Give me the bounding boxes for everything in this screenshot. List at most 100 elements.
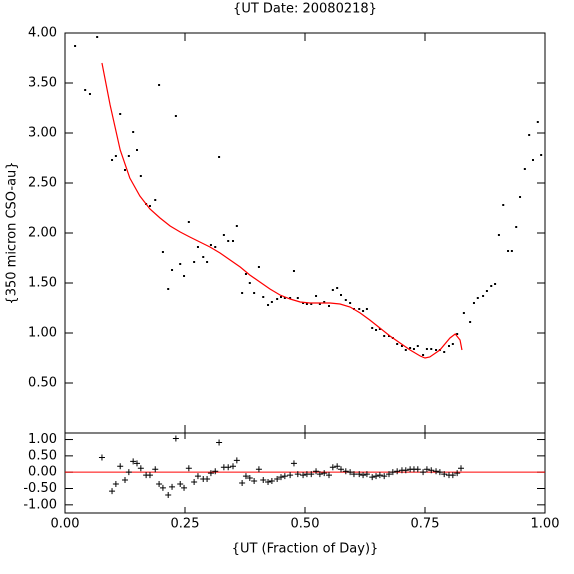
- data-point: [96, 36, 99, 38]
- residual-point: [165, 492, 172, 499]
- data-point: [476, 297, 479, 299]
- data-point: [540, 154, 543, 156]
- x-tick-label: 0.50: [291, 517, 320, 532]
- residual-point: [449, 472, 456, 479]
- data-point: [132, 131, 135, 133]
- data-point: [515, 226, 518, 228]
- data-point: [154, 199, 157, 201]
- residual-point: [334, 463, 341, 470]
- data-point: [148, 205, 151, 207]
- data-point: [443, 351, 446, 353]
- data-point: [296, 297, 299, 299]
- y-tick-label: 0.50: [28, 448, 57, 463]
- data-point: [469, 321, 472, 323]
- data-point: [179, 263, 182, 265]
- data-point: [257, 266, 260, 268]
- residual-point: [281, 473, 288, 480]
- data-point: [383, 335, 386, 337]
- data-point: [371, 327, 374, 329]
- data-point: [425, 348, 428, 350]
- x-tick-label: 0.00: [51, 517, 80, 532]
- data-point: [183, 275, 186, 277]
- residual-point: [230, 463, 236, 470]
- data-point: [262, 296, 265, 298]
- x-tick-label: 0.75: [411, 517, 440, 532]
- y-axis-label: {350 micron CSO-au}: [5, 161, 20, 304]
- residual-point: [207, 470, 214, 477]
- residual-point: [134, 460, 140, 467]
- data-point: [139, 175, 142, 177]
- residual-point: [300, 472, 307, 479]
- data-point: [502, 204, 505, 206]
- y-tick-label: 1.00: [28, 432, 57, 447]
- residual-point: [287, 472, 294, 479]
- data-point: [416, 345, 419, 347]
- data-point: [232, 240, 234, 242]
- residual-point: [109, 488, 116, 495]
- data-point: [270, 301, 273, 303]
- data-point: [267, 304, 270, 306]
- x-axis-label: {UT (Fraction of Day)}: [232, 542, 379, 557]
- residual-point: [169, 483, 176, 490]
- data-point: [362, 310, 365, 312]
- data-point: [456, 333, 459, 335]
- data-point: [430, 348, 433, 350]
- residual-point: [342, 468, 349, 475]
- data-point: [193, 261, 196, 263]
- data-point: [400, 345, 403, 347]
- data-point: [532, 159, 534, 161]
- data-point: [292, 270, 295, 272]
- data-point: [289, 297, 292, 299]
- data-point: [253, 292, 256, 294]
- data-point: [114, 155, 117, 157]
- residual-point: [177, 480, 184, 487]
- residual-point: [389, 469, 396, 476]
- y-tick-label: 3.00: [28, 126, 57, 141]
- data-point: [472, 302, 475, 304]
- residual-point: [255, 466, 262, 473]
- data-point: [344, 299, 347, 301]
- residual-point: [239, 479, 246, 486]
- data-point: [136, 149, 138, 151]
- data-point: [171, 269, 174, 271]
- data-point: [202, 256, 205, 258]
- residual-point: [260, 477, 267, 484]
- residual-point: [125, 469, 132, 476]
- data-point: [305, 303, 308, 305]
- residual-point: [156, 480, 163, 487]
- residual-point: [428, 467, 435, 474]
- data-point: [528, 134, 531, 136]
- y-tick-label: 2.00: [28, 226, 57, 241]
- data-point: [323, 301, 326, 303]
- residual-point: [369, 474, 376, 481]
- residual-point: [326, 472, 332, 479]
- data-point: [519, 196, 522, 198]
- y-tick-label: 0.00: [28, 465, 57, 480]
- data-point: [412, 348, 415, 350]
- residual-point: [433, 468, 440, 475]
- data-point: [227, 240, 230, 242]
- residual-point: [313, 468, 320, 475]
- data-point: [158, 84, 161, 86]
- residual-point: [146, 472, 153, 479]
- residual-point: [350, 471, 357, 478]
- residual-point: [290, 460, 297, 467]
- data-point: [174, 115, 177, 117]
- residual-point: [246, 475, 253, 482]
- residual-point: [356, 471, 363, 478]
- x-tick-label: 0.25: [171, 517, 200, 532]
- data-point: [451, 343, 454, 345]
- data-point: [206, 261, 209, 263]
- residual-point: [338, 466, 344, 473]
- residual-point: [122, 477, 128, 484]
- residual-point: [265, 478, 272, 485]
- residual-point: [436, 469, 443, 476]
- data-point: [507, 250, 510, 252]
- data-point: [124, 169, 126, 171]
- residual-point: [394, 468, 401, 475]
- data-point: [280, 296, 282, 298]
- residual-point: [225, 464, 232, 471]
- residual-point: [181, 484, 188, 491]
